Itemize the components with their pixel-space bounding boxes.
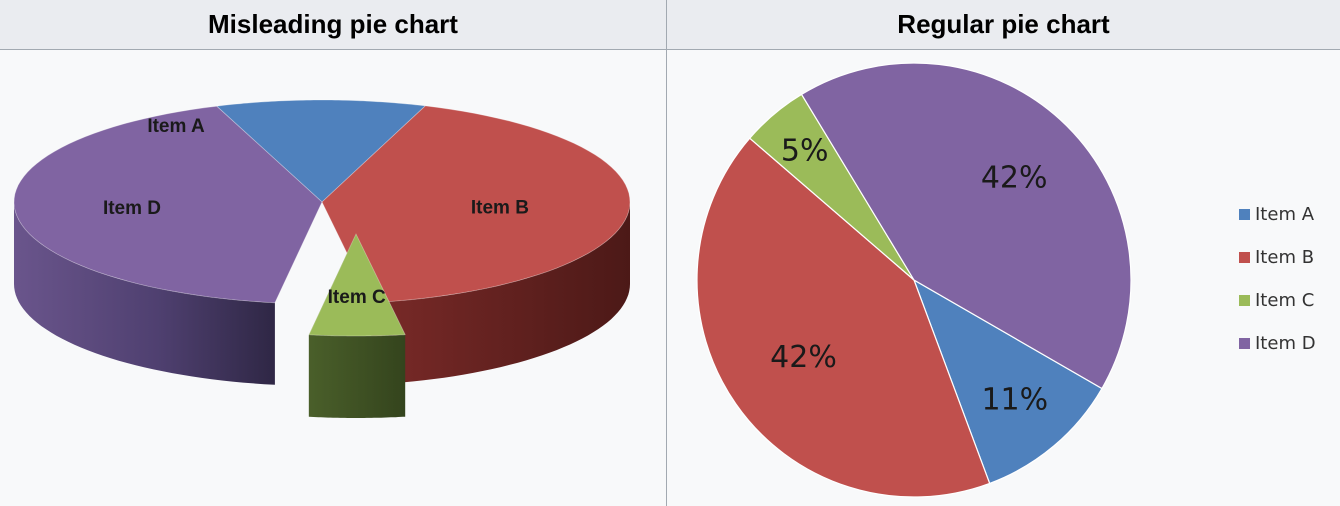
- data-label-item-d: 42%: [981, 161, 1048, 196]
- legend-label-item-a: Item A: [1255, 204, 1315, 225]
- pie-slice-item-c: [308, 233, 406, 337]
- pie-side-item-d: [14, 202, 275, 385]
- legend-swatch-item-d: [1239, 338, 1250, 349]
- data-label-item-a: 11%: [981, 382, 1048, 417]
- data-label-item-b: 42%: [770, 340, 837, 375]
- legend-label-item-d: Item D: [1255, 333, 1316, 354]
- data-label-item-c: 5%: [781, 134, 829, 169]
- chart-legend: Item A Item B Item C Item D: [1239, 204, 1316, 354]
- regular-pie-chart: 11% 42% 5% 42% Item A Item B Item C Item D: [696, 62, 1316, 498]
- slice-label-item-a: Item A: [147, 116, 205, 137]
- pie-slice-item-d: [800, 62, 1132, 390]
- slice-label-item-c: Item C: [328, 287, 386, 308]
- misleading-chart-heading: Misleading pie chart: [208, 9, 458, 39]
- legend-label-item-c: Item C: [1255, 290, 1314, 311]
- table-header-row: Misleading pie chart Regular pie chart: [0, 0, 1340, 50]
- misleading-pie-chart: Item A Item B Item C Item D: [13, 99, 631, 418]
- legend-swatch-item-a: [1239, 209, 1250, 220]
- legend-label-item-b: Item B: [1255, 247, 1314, 268]
- pie-side-item-c: [308, 334, 406, 418]
- pie-slice-item-b: [321, 105, 631, 304]
- column-divider: [666, 0, 667, 506]
- legend-swatch-item-b: [1239, 252, 1250, 263]
- pie-slice-item-d: [13, 105, 323, 304]
- pie-slice-item-a: [912, 278, 1103, 485]
- pie-slice-item-b: [696, 137, 991, 498]
- regular-chart-panel: 11% 42% 5% 42% Item A Item B Item C Item D: [667, 50, 1340, 506]
- misleading-chart-panel: Item A Item B Item C Item D: [0, 50, 666, 506]
- pie-side-item-b: [371, 202, 630, 385]
- legend-swatch-item-c: [1239, 295, 1250, 306]
- pie-slice-item-a: [215, 99, 427, 203]
- regular-chart-heading: Regular pie chart: [897, 9, 1110, 39]
- slice-label-item-d: Item D: [103, 198, 161, 219]
- slice-label-item-b: Item B: [471, 197, 529, 218]
